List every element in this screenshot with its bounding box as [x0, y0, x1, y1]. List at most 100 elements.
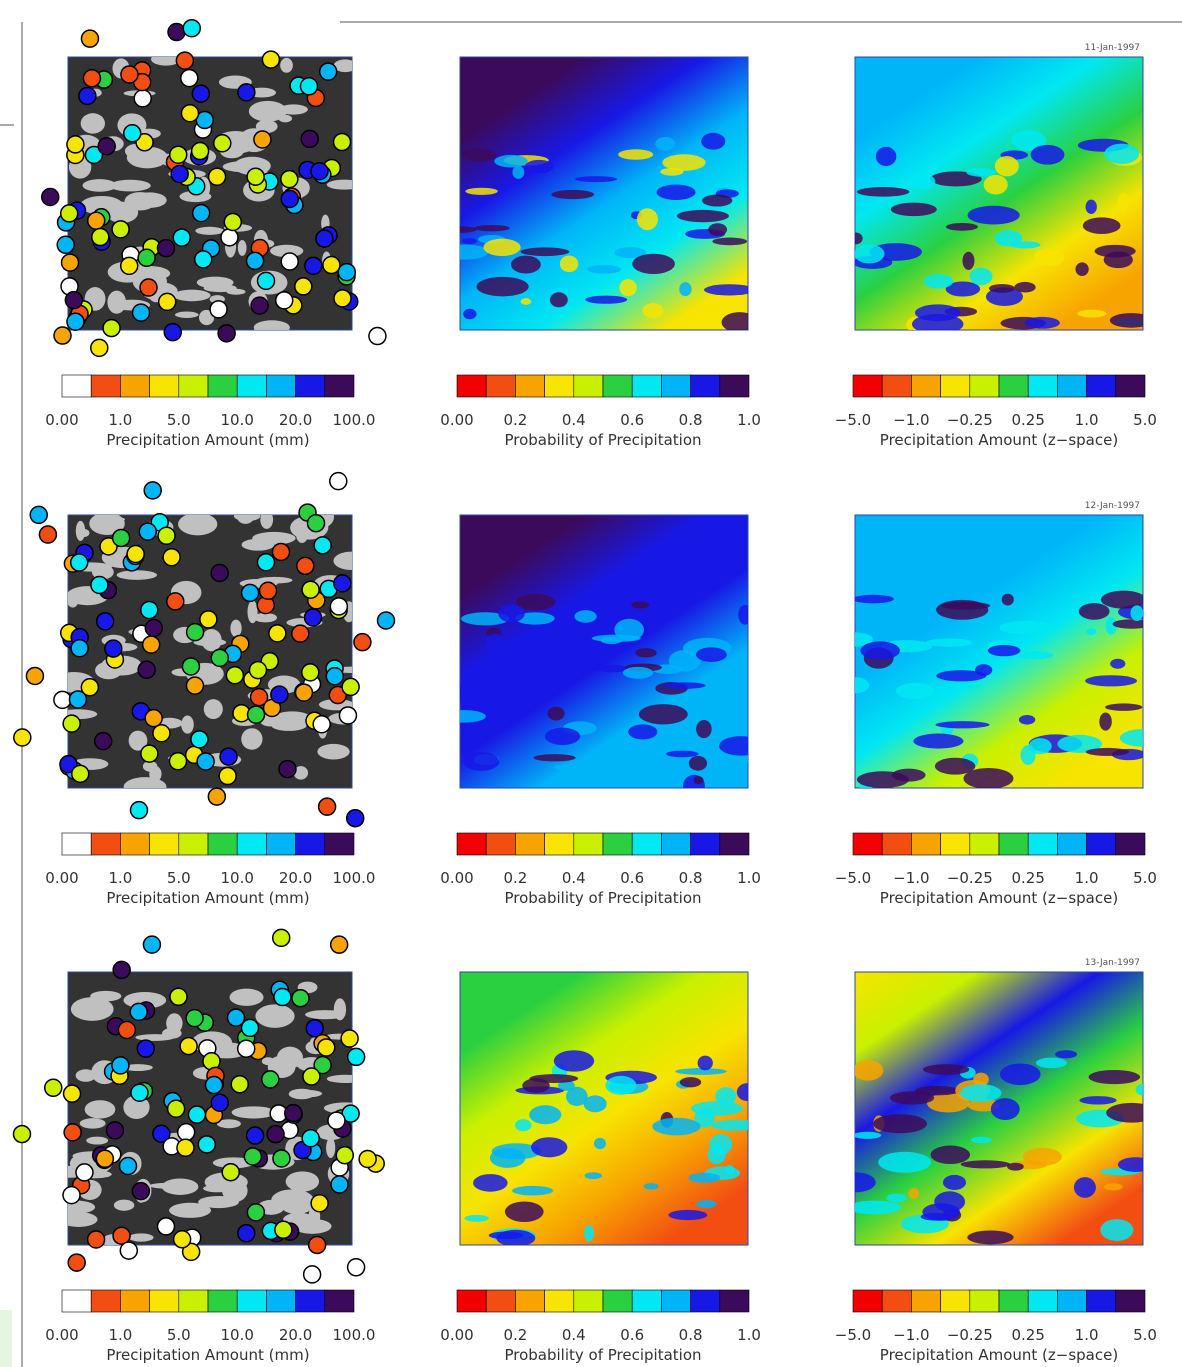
colorbar-swatch	[237, 1290, 266, 1312]
colorbar-swatch	[62, 1290, 91, 1312]
map-panel	[839, 515, 1163, 790]
station	[95, 733, 112, 750]
field-blob	[574, 610, 596, 623]
station	[300, 78, 317, 95]
colorbar-swatch	[1116, 375, 1145, 397]
colorbar-tick-label: −5.0	[835, 869, 871, 887]
station	[211, 564, 228, 581]
colorbar-swatch	[1057, 833, 1086, 855]
highland	[238, 240, 247, 256]
station	[218, 325, 235, 342]
field-blob	[467, 693, 513, 707]
station	[238, 1225, 255, 1242]
field-blob	[477, 277, 529, 296]
colorbar-title: Precipitation Amount (mm)	[106, 1346, 309, 1364]
station	[170, 988, 187, 1005]
station	[305, 609, 322, 626]
station	[106, 1122, 123, 1139]
field-blob	[666, 751, 699, 758]
colorbar-tick-label: 0.8	[679, 869, 703, 887]
colorbar-swatch	[661, 833, 690, 855]
station	[127, 545, 144, 562]
station	[195, 251, 212, 268]
colorbar-swatch	[661, 1290, 690, 1312]
field-blob	[605, 1076, 636, 1095]
station	[30, 506, 47, 523]
colorbar-title: Probability of Precipitation	[504, 889, 701, 907]
colorbar-tick-label: −5.0	[835, 1326, 871, 1344]
colorbar-swatch	[545, 833, 574, 855]
station	[314, 537, 331, 554]
station	[347, 810, 364, 827]
station	[13, 1126, 30, 1143]
field-blob	[1120, 729, 1163, 747]
station	[124, 125, 141, 142]
map-panel	[13, 929, 384, 1283]
colorbar-swatch	[603, 375, 632, 397]
station	[303, 1068, 320, 1085]
station	[320, 63, 337, 80]
station	[205, 1077, 222, 1094]
station	[174, 1231, 191, 1248]
field-blob	[688, 1173, 720, 1183]
colorbar-swatch	[1116, 833, 1145, 855]
field-blob	[642, 303, 663, 318]
highland	[286, 1171, 319, 1191]
field-blob	[637, 208, 658, 230]
station	[183, 20, 200, 37]
colorbar-tick-label: 5.0	[1133, 1326, 1157, 1344]
field-blob	[989, 284, 1015, 293]
station	[313, 716, 330, 733]
field-blob	[961, 1160, 1011, 1168]
colorbar-swatch	[853, 375, 882, 397]
station	[339, 707, 356, 724]
colorbar-swatch	[545, 375, 574, 397]
colorbar-swatch	[574, 375, 603, 397]
colorbar-swatch	[853, 1290, 882, 1312]
colorbar-tick-label: 0.25	[1011, 869, 1044, 887]
highland	[80, 1118, 106, 1128]
field-blob	[584, 1225, 594, 1242]
field-blob	[698, 1056, 713, 1071]
field-blob	[689, 756, 707, 771]
station	[247, 1204, 264, 1221]
field-blob	[921, 1213, 951, 1221]
highland	[254, 320, 290, 334]
field-blob	[1079, 603, 1110, 620]
station	[342, 678, 359, 695]
field-blob	[531, 1137, 567, 1157]
highland	[86, 1137, 108, 1145]
field-blob	[857, 771, 909, 788]
field-blob	[1085, 675, 1137, 686]
station	[103, 320, 120, 337]
station	[121, 66, 138, 83]
highland	[327, 180, 362, 190]
field-blob	[601, 637, 623, 644]
colorbar-tick-label: −5.0	[835, 411, 871, 429]
station	[319, 798, 336, 815]
station	[81, 30, 98, 47]
station	[281, 171, 298, 188]
highland	[280, 58, 293, 73]
field-blob	[485, 634, 506, 654]
station	[71, 640, 88, 657]
station	[112, 221, 129, 238]
field-blob	[702, 195, 732, 207]
highland	[305, 1010, 345, 1019]
station	[182, 658, 199, 675]
colorbar-swatch	[882, 375, 911, 397]
colorbar-swatch	[911, 833, 940, 855]
field-blob	[724, 1165, 734, 1174]
station	[138, 249, 155, 266]
station	[323, 257, 340, 274]
field-blob	[1031, 145, 1065, 165]
field-blob	[935, 758, 976, 775]
colorbar-swatch	[296, 375, 325, 397]
colorbar-tick-label: 0.00	[440, 1326, 473, 1344]
field-blob	[1014, 282, 1035, 293]
station	[68, 1254, 85, 1271]
date-label: 13-Jan-1997	[1085, 958, 1140, 968]
field-blob	[619, 279, 637, 296]
field-blob	[443, 244, 488, 259]
station	[330, 598, 347, 615]
